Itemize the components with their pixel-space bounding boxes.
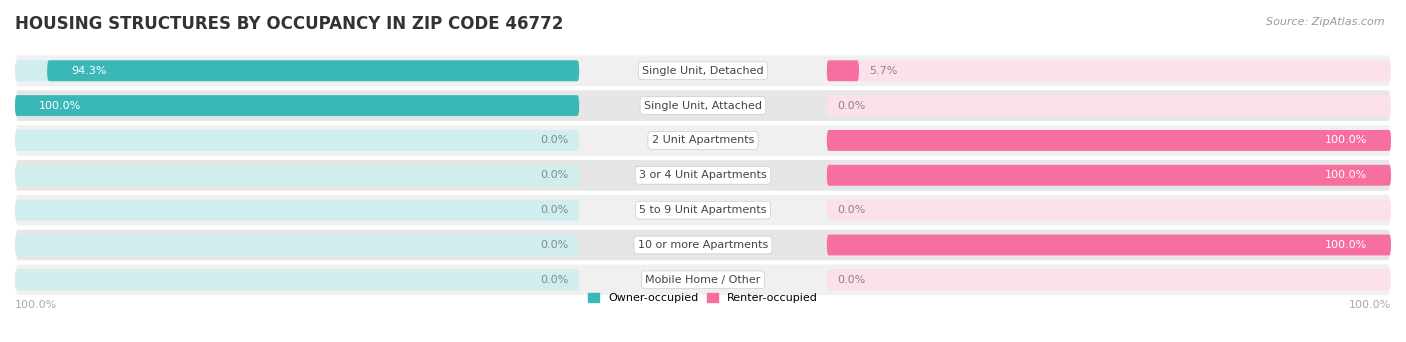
Text: 100.0%: 100.0%: [1324, 135, 1367, 145]
Text: 94.3%: 94.3%: [72, 66, 107, 76]
FancyBboxPatch shape: [48, 60, 579, 81]
FancyBboxPatch shape: [15, 60, 579, 81]
Text: 0.0%: 0.0%: [540, 170, 569, 180]
Text: 100.0%: 100.0%: [15, 300, 58, 310]
FancyBboxPatch shape: [15, 269, 579, 290]
Text: 0.0%: 0.0%: [540, 275, 569, 285]
Text: 0.0%: 0.0%: [540, 205, 569, 215]
Text: 10 or more Apartments: 10 or more Apartments: [638, 240, 768, 250]
Text: 0.0%: 0.0%: [837, 275, 866, 285]
Text: 100.0%: 100.0%: [1348, 300, 1391, 310]
FancyBboxPatch shape: [827, 130, 1391, 151]
FancyBboxPatch shape: [827, 235, 1391, 255]
Text: 3 or 4 Unit Apartments: 3 or 4 Unit Apartments: [640, 170, 766, 180]
FancyBboxPatch shape: [827, 60, 859, 81]
FancyBboxPatch shape: [15, 89, 1391, 122]
Text: 0.0%: 0.0%: [837, 205, 866, 215]
FancyBboxPatch shape: [15, 95, 579, 116]
FancyBboxPatch shape: [15, 200, 579, 221]
Text: Single Unit, Attached: Single Unit, Attached: [644, 101, 762, 110]
Text: 2 Unit Apartments: 2 Unit Apartments: [652, 135, 754, 145]
Text: 0.0%: 0.0%: [540, 240, 569, 250]
Text: Single Unit, Detached: Single Unit, Detached: [643, 66, 763, 76]
Text: 0.0%: 0.0%: [837, 101, 866, 110]
Text: 0.0%: 0.0%: [540, 135, 569, 145]
Text: Mobile Home / Other: Mobile Home / Other: [645, 275, 761, 285]
FancyBboxPatch shape: [827, 235, 1391, 255]
FancyBboxPatch shape: [15, 130, 579, 151]
Text: Source: ZipAtlas.com: Source: ZipAtlas.com: [1267, 17, 1385, 27]
FancyBboxPatch shape: [827, 165, 1391, 186]
FancyBboxPatch shape: [827, 60, 1391, 81]
Text: 5.7%: 5.7%: [869, 66, 897, 76]
Text: HOUSING STRUCTURES BY OCCUPANCY IN ZIP CODE 46772: HOUSING STRUCTURES BY OCCUPANCY IN ZIP C…: [15, 15, 564, 33]
FancyBboxPatch shape: [15, 124, 1391, 157]
Text: 100.0%: 100.0%: [1324, 240, 1367, 250]
FancyBboxPatch shape: [15, 235, 579, 255]
FancyBboxPatch shape: [15, 194, 1391, 226]
Text: 5 to 9 Unit Apartments: 5 to 9 Unit Apartments: [640, 205, 766, 215]
FancyBboxPatch shape: [827, 165, 1391, 186]
Legend: Owner-occupied, Renter-occupied: Owner-occupied, Renter-occupied: [583, 288, 823, 307]
FancyBboxPatch shape: [827, 130, 1391, 151]
Text: 100.0%: 100.0%: [1324, 170, 1367, 180]
FancyBboxPatch shape: [15, 228, 1391, 261]
FancyBboxPatch shape: [15, 165, 579, 186]
FancyBboxPatch shape: [827, 95, 1391, 116]
FancyBboxPatch shape: [15, 159, 1391, 192]
FancyBboxPatch shape: [15, 54, 1391, 87]
FancyBboxPatch shape: [827, 200, 1391, 221]
Text: 100.0%: 100.0%: [39, 101, 82, 110]
FancyBboxPatch shape: [827, 269, 1391, 290]
FancyBboxPatch shape: [15, 95, 579, 116]
FancyBboxPatch shape: [15, 263, 1391, 296]
